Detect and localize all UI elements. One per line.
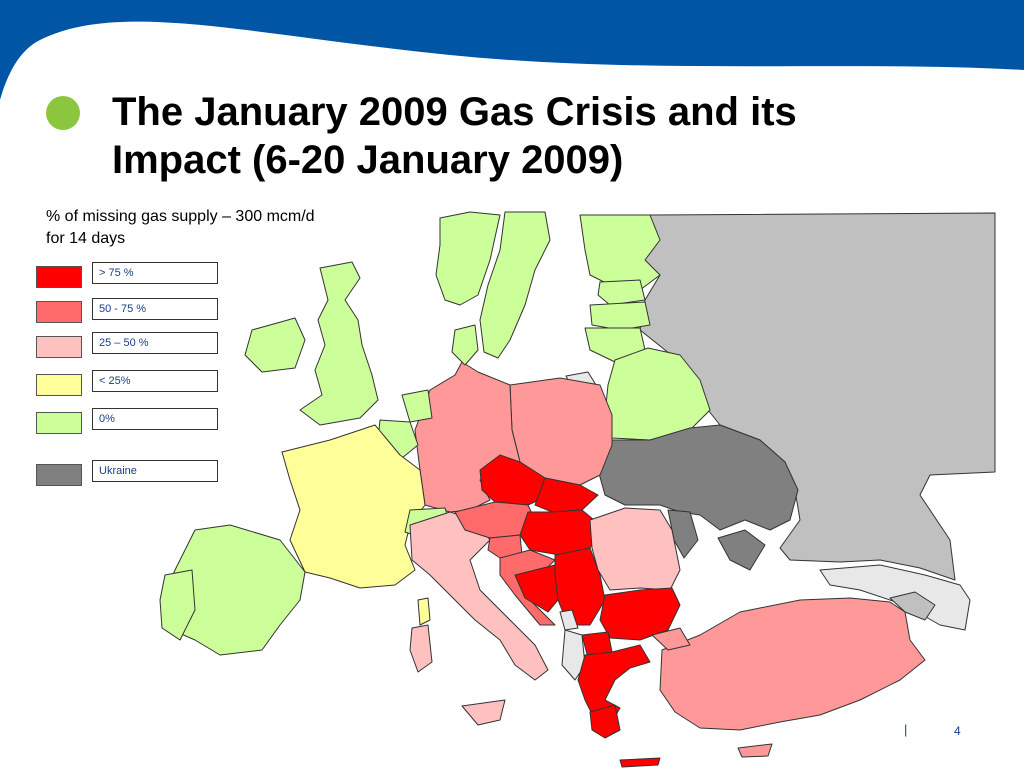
region-bulgaria — [599, 587, 681, 641]
legend-swatch-zero — [36, 412, 82, 434]
legend-swatch-25-50 — [36, 336, 82, 358]
region-peloponnese — [589, 704, 621, 739]
region-sicily — [461, 699, 506, 726]
region-corsica — [417, 597, 431, 626]
region-greece — [577, 644, 651, 726]
region-romania — [589, 507, 681, 591]
page-number: 4 — [954, 724, 961, 738]
europe-gas-crisis-map — [159, 211, 996, 768]
map-subtitle: % of missing gas supply – 300 mcm/d for … — [46, 208, 315, 247]
footer-separator: | — [904, 722, 908, 737]
region-sweden — [479, 211, 551, 359]
region-crimea — [717, 529, 766, 571]
legend-swatch-ukraine — [36, 464, 82, 486]
legend-label-lt25: < 25% — [92, 370, 218, 392]
region-portugal — [159, 569, 196, 641]
region-norway — [435, 211, 501, 306]
legend-label-ukraine: Ukraine — [92, 460, 218, 482]
legend-label-50-75: 50 - 75 % — [92, 298, 218, 320]
region-finland — [579, 214, 661, 291]
region-latvia — [589, 301, 651, 331]
region-great-britain — [299, 261, 379, 426]
region-bosnia — [514, 564, 563, 613]
region-cyprus — [737, 743, 773, 758]
region-turkey — [659, 597, 926, 731]
region-serbia — [554, 547, 606, 626]
title-bullet — [46, 96, 80, 130]
region-france — [281, 424, 426, 589]
slide-title: The January 2009 Gas Crisis and its Impa… — [112, 90, 797, 182]
region-ireland — [244, 317, 306, 373]
legend-label-25-50: 25 – 50 % — [92, 332, 218, 354]
region-turkey-thrace — [651, 627, 691, 651]
banner-wave — [0, 0, 1024, 100]
map-legend: > 75 % 50 - 75 % 25 – 50 % < 25% 0% Ukra… — [36, 262, 236, 492]
region-denmark — [451, 324, 479, 366]
region-sardinia — [409, 624, 433, 673]
region-netherlands — [401, 389, 433, 423]
legend-label-gt75: > 75 % — [92, 262, 218, 284]
legend-label-zero: 0% — [92, 408, 218, 430]
region-slovakia — [534, 477, 599, 513]
legend-swatch-50-75 — [36, 301, 82, 323]
header-banner — [0, 0, 1024, 100]
region-crete — [619, 757, 661, 768]
region-montenegro — [559, 609, 579, 631]
region-georgia — [889, 591, 936, 621]
region-estonia — [597, 279, 646, 306]
legend-swatch-gt75 — [36, 266, 82, 288]
legend-swatch-lt25 — [36, 374, 82, 396]
region-ukraine — [597, 424, 799, 531]
